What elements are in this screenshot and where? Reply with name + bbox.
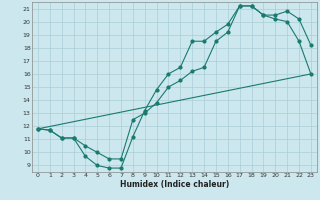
X-axis label: Humidex (Indice chaleur): Humidex (Indice chaleur)	[120, 180, 229, 189]
